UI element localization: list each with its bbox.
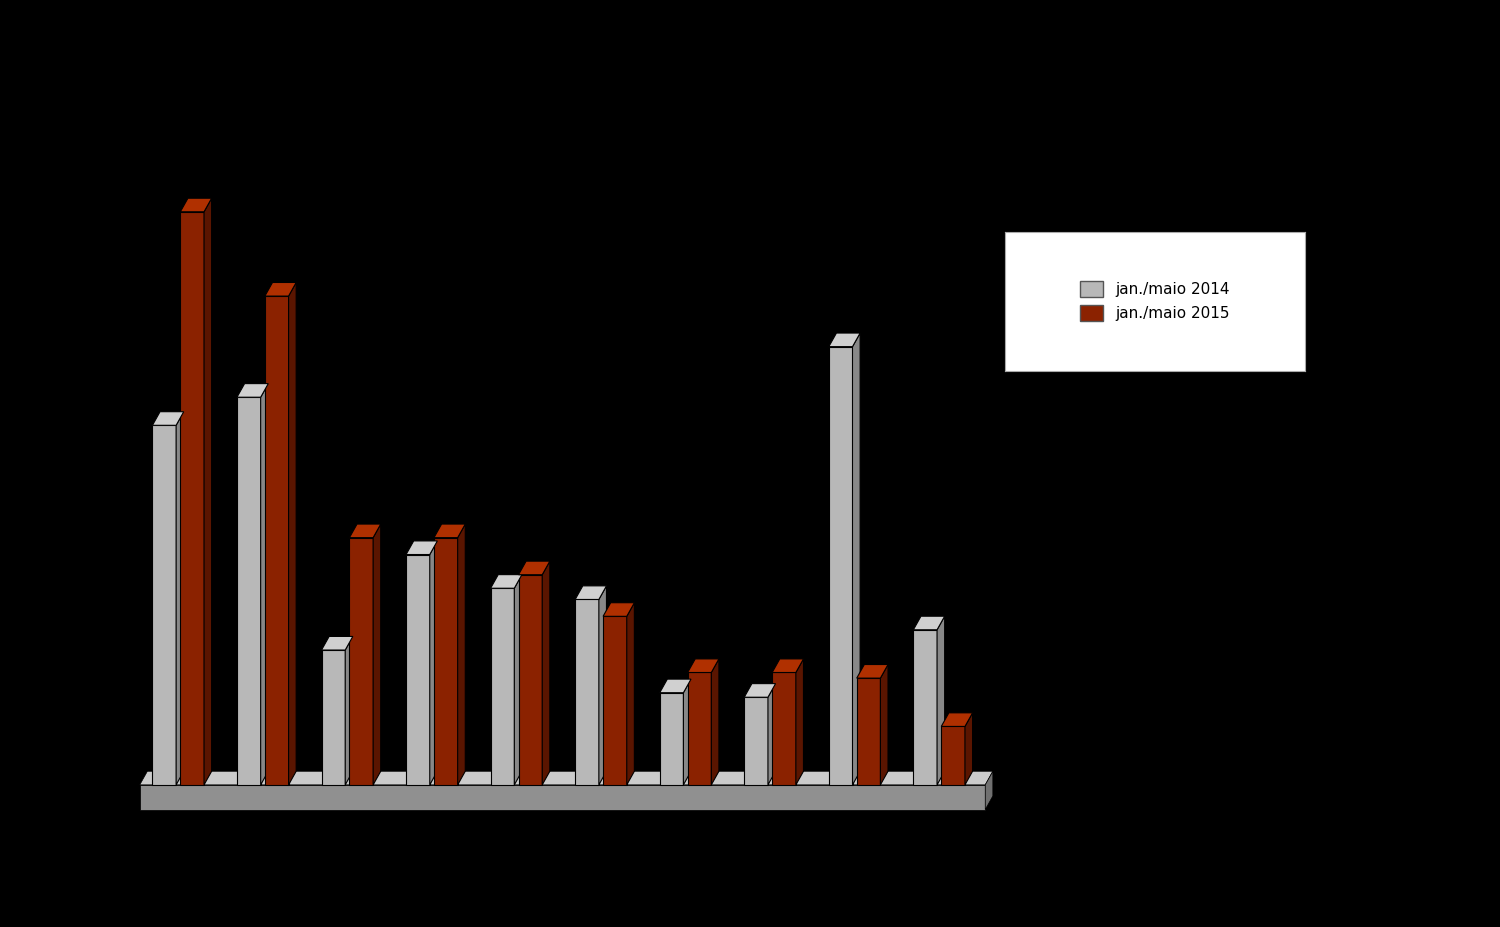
Polygon shape <box>772 659 804 672</box>
Polygon shape <box>574 600 598 785</box>
Polygon shape <box>266 283 296 296</box>
Polygon shape <box>321 650 345 785</box>
Polygon shape <box>914 616 945 629</box>
Polygon shape <box>627 603 634 785</box>
Polygon shape <box>744 683 776 697</box>
Polygon shape <box>237 384 268 397</box>
Polygon shape <box>856 679 880 785</box>
Polygon shape <box>204 198 212 785</box>
Polygon shape <box>433 524 465 538</box>
Polygon shape <box>942 727 964 785</box>
Polygon shape <box>140 785 986 809</box>
Polygon shape <box>374 524 381 785</box>
Polygon shape <box>744 697 768 785</box>
Polygon shape <box>687 659 718 672</box>
Polygon shape <box>768 683 776 785</box>
Polygon shape <box>153 412 183 425</box>
Polygon shape <box>288 283 296 785</box>
Polygon shape <box>490 589 514 785</box>
Polygon shape <box>856 665 888 679</box>
Polygon shape <box>345 637 352 785</box>
Polygon shape <box>180 211 204 785</box>
Polygon shape <box>796 659 804 785</box>
Polygon shape <box>514 575 522 785</box>
Polygon shape <box>542 561 550 785</box>
Legend: jan./maio 2014, jan./maio 2015: jan./maio 2014, jan./maio 2015 <box>1074 275 1236 327</box>
Polygon shape <box>772 672 796 785</box>
Polygon shape <box>266 296 288 785</box>
Polygon shape <box>938 616 945 785</box>
Polygon shape <box>237 397 261 785</box>
Polygon shape <box>942 713 972 727</box>
Polygon shape <box>153 425 176 785</box>
Polygon shape <box>830 347 852 785</box>
Polygon shape <box>684 679 692 785</box>
Polygon shape <box>711 659 718 785</box>
Polygon shape <box>433 538 457 785</box>
Polygon shape <box>574 586 606 600</box>
Polygon shape <box>406 541 438 554</box>
Polygon shape <box>180 198 212 211</box>
Polygon shape <box>986 771 993 809</box>
Polygon shape <box>603 616 627 785</box>
Polygon shape <box>660 692 684 785</box>
Polygon shape <box>519 575 542 785</box>
Polygon shape <box>406 554 430 785</box>
Polygon shape <box>430 541 438 785</box>
Polygon shape <box>660 679 692 692</box>
Polygon shape <box>261 384 268 785</box>
Polygon shape <box>350 524 381 538</box>
Polygon shape <box>350 538 374 785</box>
Polygon shape <box>458 524 465 785</box>
Polygon shape <box>830 333 860 347</box>
Polygon shape <box>603 603 634 616</box>
Polygon shape <box>490 575 522 589</box>
Polygon shape <box>964 713 972 785</box>
Polygon shape <box>687 672 711 785</box>
Polygon shape <box>880 665 888 785</box>
Polygon shape <box>176 412 183 785</box>
Polygon shape <box>598 586 606 785</box>
Polygon shape <box>321 637 352 650</box>
Polygon shape <box>852 333 859 785</box>
Polygon shape <box>914 629 938 785</box>
Polygon shape <box>519 561 550 575</box>
Polygon shape <box>140 771 993 785</box>
